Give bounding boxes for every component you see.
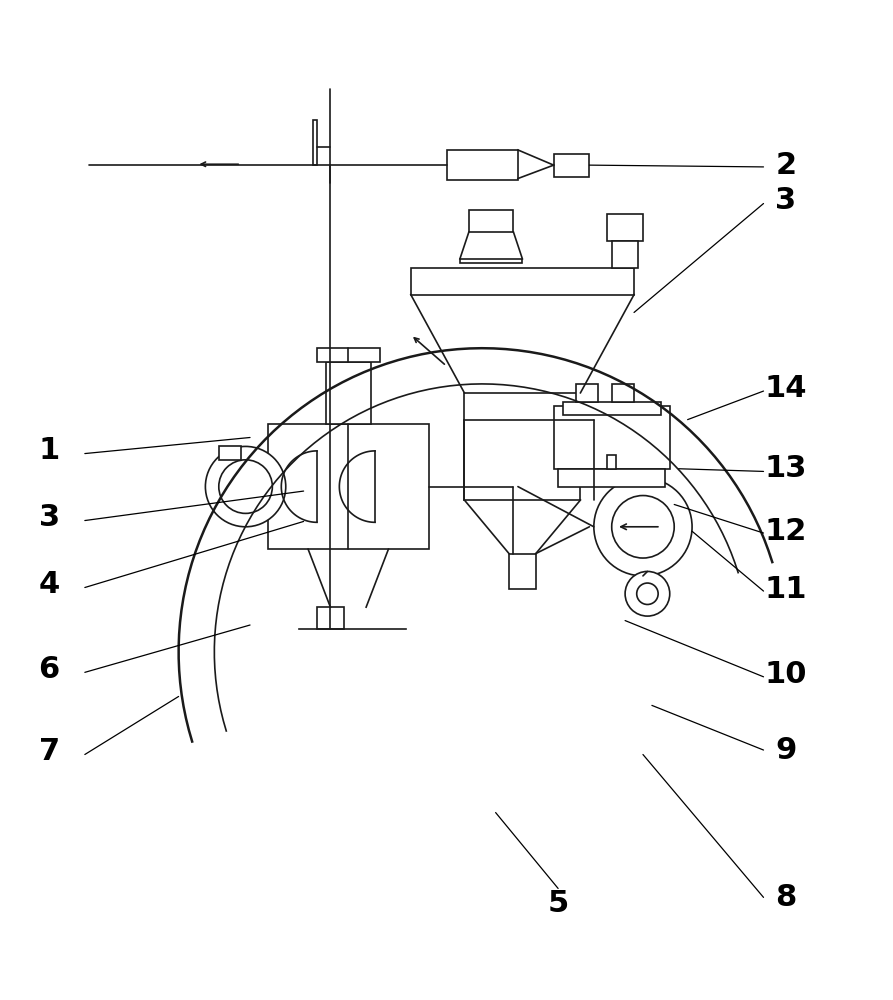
Text: 6: 6 xyxy=(38,655,60,684)
Bar xyxy=(268,424,429,549)
Text: 9: 9 xyxy=(775,736,797,765)
Bar xyxy=(554,154,589,177)
Text: 10: 10 xyxy=(764,660,807,689)
Bar xyxy=(612,384,634,402)
Text: 12: 12 xyxy=(764,517,807,546)
Bar xyxy=(317,607,344,629)
Bar xyxy=(317,348,380,362)
Text: 8: 8 xyxy=(775,883,797,912)
Bar xyxy=(607,455,616,469)
Bar xyxy=(460,259,522,263)
Bar xyxy=(469,210,513,232)
Bar xyxy=(464,393,580,500)
Bar xyxy=(563,402,661,415)
Text: 7: 7 xyxy=(38,737,60,766)
Text: 3: 3 xyxy=(775,186,797,215)
Bar xyxy=(219,446,241,460)
Bar xyxy=(446,150,518,180)
Text: 13: 13 xyxy=(764,454,807,483)
Circle shape xyxy=(612,496,674,558)
Bar xyxy=(313,120,317,165)
Circle shape xyxy=(625,571,670,616)
Bar xyxy=(558,469,665,487)
Bar xyxy=(411,268,634,295)
Text: 3: 3 xyxy=(38,503,60,532)
Text: 4: 4 xyxy=(38,570,60,599)
Text: 11: 11 xyxy=(764,575,807,604)
Bar xyxy=(607,214,643,241)
Bar xyxy=(554,406,670,469)
Text: 5: 5 xyxy=(547,889,569,918)
Circle shape xyxy=(205,446,286,527)
Circle shape xyxy=(219,460,272,513)
Text: 14: 14 xyxy=(764,374,807,403)
Circle shape xyxy=(594,478,692,576)
Text: 1: 1 xyxy=(38,436,60,465)
Bar xyxy=(576,384,598,402)
Circle shape xyxy=(637,583,658,604)
Bar xyxy=(326,362,371,424)
Bar xyxy=(509,554,536,589)
Bar xyxy=(612,241,638,268)
Text: 2: 2 xyxy=(775,151,797,180)
